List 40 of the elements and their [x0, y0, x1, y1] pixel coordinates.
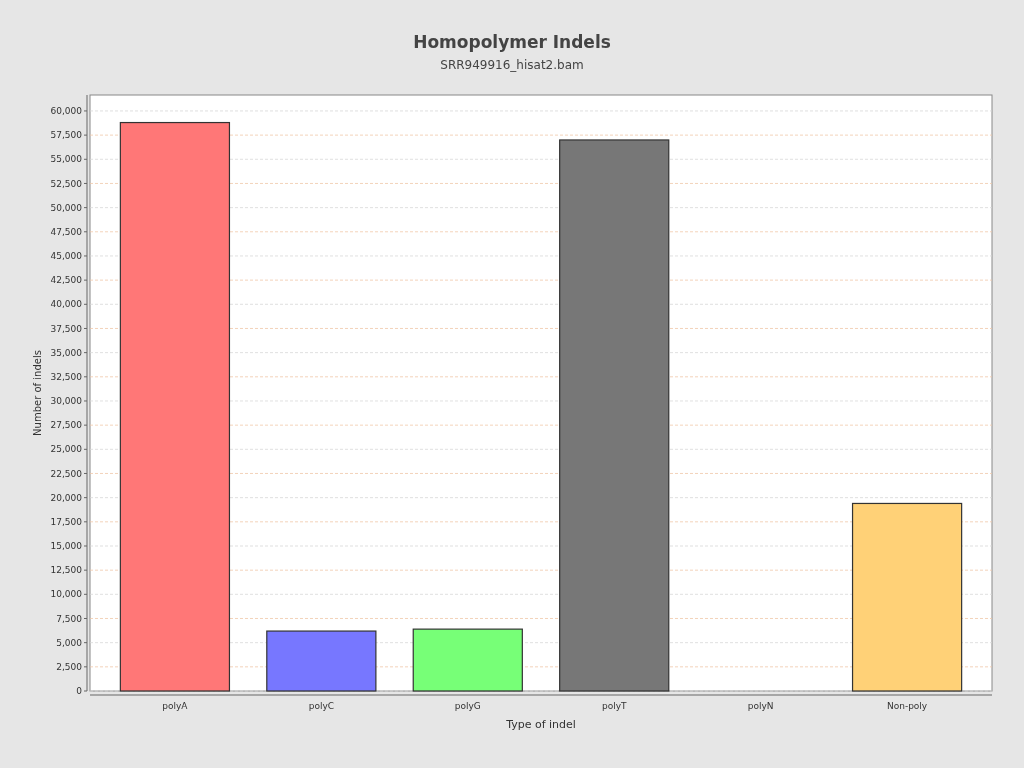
x-tick-label: polyA [162, 701, 189, 711]
bar [559, 139, 670, 692]
bar [412, 628, 523, 692]
y-tick-label: 2,500 [56, 661, 83, 672]
y-tick-label: 0 [76, 686, 83, 697]
y-tick-label: 47,500 [50, 226, 83, 237]
bar [119, 121, 231, 692]
y-tick-label: 45,000 [50, 251, 83, 262]
bar [266, 630, 377, 692]
y-tick-label: 50,000 [50, 202, 83, 213]
x-tick-label: polyN [747, 701, 774, 711]
y-tick-label: 60,000 [50, 106, 83, 117]
x-tick-label: polyT [601, 701, 627, 711]
y-tick-label: 42,500 [50, 275, 83, 286]
y-tick-label: 20,000 [50, 492, 83, 503]
x-tick-label: Non-poly [886, 701, 928, 711]
y-tick-label: 17,500 [50, 516, 83, 527]
y-tick-label: 52,500 [50, 178, 83, 189]
y-tick-label: 22,500 [50, 468, 83, 479]
y-axis-title: Number of indels [32, 350, 43, 436]
y-tick-label: 5,000 [56, 637, 83, 648]
y-tick-label: 55,000 [50, 154, 83, 165]
x-tick-label: polyG [454, 701, 481, 711]
y-tick-label: 12,500 [50, 565, 83, 576]
y-tick-label: 35,000 [50, 347, 83, 358]
y-tick-label: 25,000 [50, 444, 83, 455]
y-tick-label: 57,500 [50, 130, 83, 141]
y-tick-label: 15,000 [50, 541, 83, 552]
y-tick-label: 32,500 [50, 371, 83, 382]
y-tick-label: 7,500 [56, 613, 83, 624]
x-tick-label: polyC [308, 701, 335, 711]
y-tick-label: 27,500 [50, 420, 83, 431]
chart-title: Homopolymer Indels [413, 32, 611, 52]
bar [851, 502, 963, 692]
chart-subtitle: SRR949916_hisat2.bam [440, 58, 584, 72]
y-tick-label: 30,000 [50, 396, 83, 407]
y-tick-label: 10,000 [50, 589, 83, 600]
y-tick-label: 40,000 [50, 299, 83, 310]
x-axis-title: Type of indel [505, 718, 576, 731]
y-tick-label: 37,500 [50, 323, 83, 334]
